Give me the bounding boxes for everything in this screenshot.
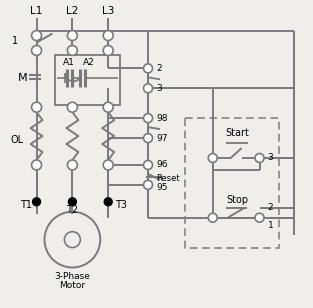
Circle shape <box>208 153 217 162</box>
Circle shape <box>69 198 76 206</box>
Text: Stop: Stop <box>227 195 249 205</box>
Text: 98: 98 <box>156 114 167 123</box>
Circle shape <box>144 180 152 189</box>
Text: 3: 3 <box>156 84 162 93</box>
Circle shape <box>32 160 42 170</box>
Text: A1: A1 <box>63 58 74 67</box>
Text: T3: T3 <box>115 200 127 210</box>
Circle shape <box>255 213 264 222</box>
Text: 3: 3 <box>268 153 273 163</box>
Circle shape <box>104 198 112 206</box>
Circle shape <box>67 30 77 41</box>
Text: Motor: Motor <box>59 281 85 290</box>
Text: T2: T2 <box>66 205 79 215</box>
Text: L2: L2 <box>66 6 79 16</box>
Circle shape <box>208 213 217 222</box>
Text: L1: L1 <box>30 6 43 16</box>
Text: 3-Phase: 3-Phase <box>54 272 90 281</box>
Text: 1: 1 <box>268 221 273 230</box>
Text: 2: 2 <box>156 64 162 73</box>
Circle shape <box>67 160 77 170</box>
Circle shape <box>103 160 113 170</box>
Text: 95: 95 <box>156 183 167 192</box>
Circle shape <box>67 102 77 112</box>
Circle shape <box>144 84 152 93</box>
Text: 2: 2 <box>268 203 273 212</box>
Circle shape <box>103 102 113 112</box>
Circle shape <box>255 153 264 162</box>
Text: 1: 1 <box>12 35 18 46</box>
Text: T1: T1 <box>20 200 32 210</box>
Text: A2: A2 <box>82 58 94 67</box>
Text: M: M <box>18 73 28 83</box>
Circle shape <box>144 64 152 73</box>
Circle shape <box>144 134 152 143</box>
Text: Reset: Reset <box>156 174 180 183</box>
Circle shape <box>33 198 40 206</box>
Circle shape <box>103 30 113 41</box>
Circle shape <box>32 30 42 41</box>
Text: 97: 97 <box>156 134 167 143</box>
Text: L3: L3 <box>102 6 115 16</box>
Circle shape <box>144 160 152 169</box>
Circle shape <box>32 102 42 112</box>
Text: OL: OL <box>10 135 23 145</box>
Circle shape <box>103 46 113 55</box>
Text: 96: 96 <box>156 160 167 169</box>
Bar <box>55 55 120 105</box>
Bar <box>185 118 280 248</box>
Circle shape <box>144 114 152 123</box>
Circle shape <box>67 46 77 55</box>
Circle shape <box>32 46 42 55</box>
Text: Start: Start <box>226 128 249 138</box>
